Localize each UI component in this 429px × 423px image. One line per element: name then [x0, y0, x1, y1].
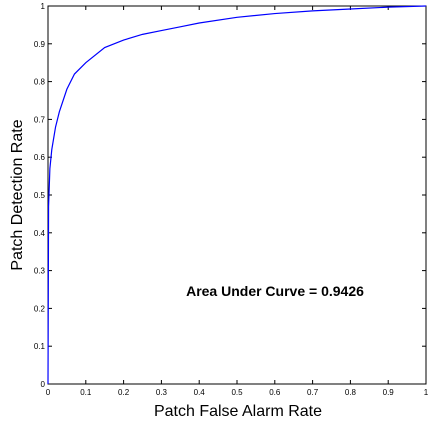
auc-annotation: Area Under Curve = 0.9426 [186, 283, 364, 299]
y-tick-label: 0.5 [34, 191, 46, 200]
y-tick-label: 0.8 [34, 78, 46, 87]
x-tick-label: 0.7 [307, 388, 319, 397]
x-tick-label: 0.1 [80, 388, 92, 397]
y-tick-label: 0.1 [34, 342, 46, 351]
y-tick-label: 0.7 [34, 115, 46, 124]
y-tick-label: 0 [41, 380, 46, 389]
x-tick-label: 0.3 [156, 388, 168, 397]
y-tick-label: 0.9 [34, 40, 46, 49]
x-tick-label: 0.2 [118, 388, 130, 397]
x-tick-label: 0.5 [231, 388, 243, 397]
y-tick-label: 0.4 [34, 229, 46, 238]
series-group [47, 5, 427, 385]
y-tick-label: 0.2 [34, 304, 46, 313]
plot-frame [47, 5, 427, 385]
y-tick-label: 0.6 [34, 153, 46, 162]
plot-axes [47, 5, 427, 385]
roc-curve-line [47, 5, 427, 385]
y-tick-label: 0.3 [34, 267, 46, 276]
x-tick-label: 0.8 [345, 388, 357, 397]
x-tick-label: 1 [424, 388, 429, 397]
x-tick-label: 0.4 [194, 388, 206, 397]
x-tick-label: 0.9 [383, 388, 395, 397]
y-axis-title: Patch Detection Rate [9, 119, 26, 270]
axis-ticks: 0 0.1 0.2 0.3 0.4 0.5 0.6 0.7 0.8 0.9 1 0 0.1 0.2 0.3 0… [34, 2, 429, 397]
x-axis-title: Patch False Alarm Rate [154, 403, 322, 420]
x-tick-label: 0.6 [269, 388, 281, 397]
x-tick-label: 0 [46, 388, 51, 397]
y-tick-label: 1 [41, 2, 46, 11]
